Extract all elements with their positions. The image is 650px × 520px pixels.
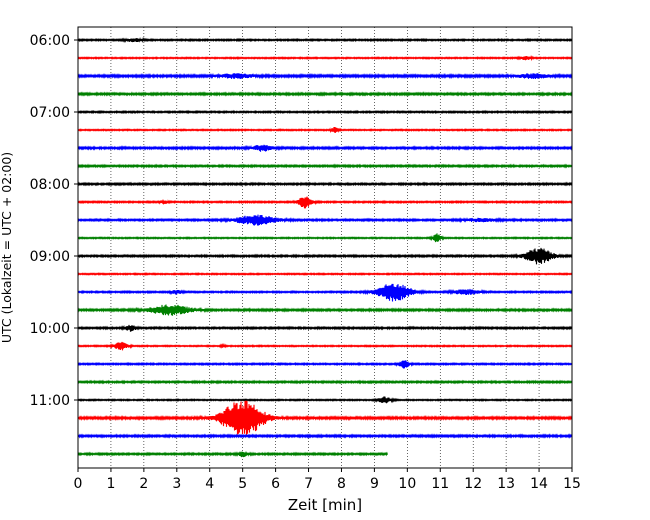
seismogram-trace <box>77 283 573 302</box>
seismogram-trace <box>77 233 573 243</box>
x-tick-label: 12 <box>464 476 482 492</box>
x-tick-label: 7 <box>304 476 313 492</box>
y-axis-label: UTC (Lokalzeit = UTC + 02:00) <box>0 152 14 343</box>
seismogram-trace <box>77 91 573 97</box>
y-axis-ticks: 06:00 07:00 08:00 09:00 10:00 11:00 <box>30 33 78 409</box>
seismogram-trace <box>77 36 573 44</box>
seismogram-trace <box>77 109 573 115</box>
x-tick-label: 4 <box>205 476 214 492</box>
seismogram-trace <box>77 55 573 62</box>
seismogram-trace <box>77 396 573 404</box>
seismogram-trace <box>77 400 573 436</box>
seismogram-trace <box>77 304 573 316</box>
seismogram-trace <box>77 181 573 187</box>
seismogram-trace <box>77 324 573 332</box>
seismogram-trace <box>77 144 573 152</box>
seismogram-traces <box>77 36 573 458</box>
y-tick-label: 09:00 <box>30 249 70 265</box>
y-tick-label: 08:00 <box>30 177 70 193</box>
seismogram-trace <box>77 163 573 169</box>
y-tick-label: 11:00 <box>30 393 70 409</box>
seismogram-trace <box>77 214 573 226</box>
x-tick-label: 15 <box>563 476 581 492</box>
x-tick-label: 1 <box>106 476 115 492</box>
x-tick-label: 5 <box>238 476 247 492</box>
seismogram-trace <box>77 126 573 134</box>
seismogram-trace <box>77 360 573 369</box>
seismogram-trace <box>77 433 573 439</box>
seismogram-trace <box>77 272 573 276</box>
seismogram-trace <box>77 247 573 265</box>
x-tick-label: 6 <box>271 476 280 492</box>
x-axis-label: Zeit [min] <box>288 496 362 514</box>
seismogram-trace <box>77 196 573 209</box>
x-axis-ticks: 0 1 2 3 4 5 6 7 8 9 10 11 12 13 14 15 <box>74 468 581 492</box>
y-tick-label: 06:00 <box>30 33 70 49</box>
seismogram-trace <box>77 72 573 80</box>
seismogram-trace <box>77 451 389 458</box>
seismogram-trace <box>77 341 573 351</box>
x-tick-label: 8 <box>337 476 346 492</box>
x-tick-label: 10 <box>398 476 416 492</box>
y-tick-label: 10:00 <box>30 321 70 337</box>
x-tick-label: 11 <box>431 476 449 492</box>
x-tick-label: 14 <box>530 476 548 492</box>
x-tick-label: 2 <box>139 476 148 492</box>
x-tick-label: 0 <box>74 476 83 492</box>
x-tick-label: 13 <box>497 476 515 492</box>
x-tick-label: 3 <box>172 476 181 492</box>
y-tick-label: 07:00 <box>30 105 70 121</box>
x-tick-label: 9 <box>370 476 379 492</box>
seismogram-trace <box>77 379 573 385</box>
axes-frame <box>77 26 573 469</box>
